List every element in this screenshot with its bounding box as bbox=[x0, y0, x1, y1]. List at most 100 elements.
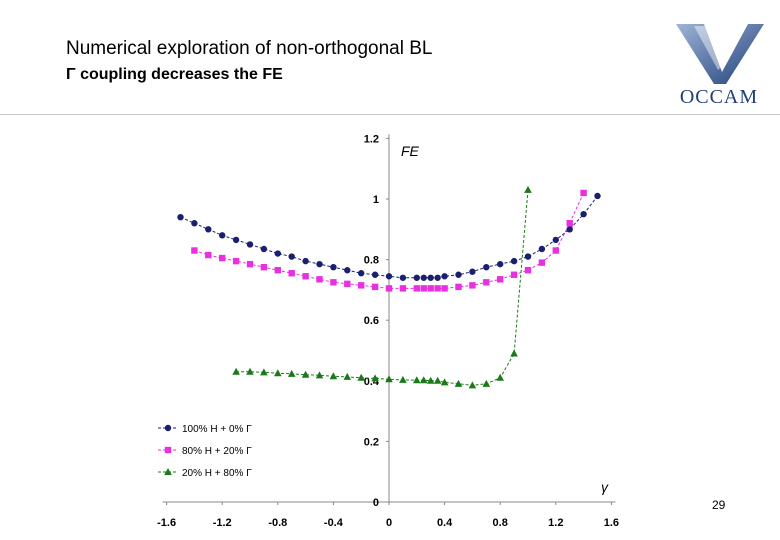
page-number: 29 bbox=[712, 498, 726, 512]
data-point-series-1 bbox=[427, 274, 434, 281]
x-tick-label: 1.6 bbox=[604, 517, 619, 529]
x-tick-label: -0.8 bbox=[268, 517, 287, 529]
data-point-series-3 bbox=[385, 375, 393, 383]
legend-marker-1 bbox=[164, 424, 172, 432]
x-tick-label: -1.2 bbox=[213, 517, 232, 529]
data-point-series-1 bbox=[371, 271, 379, 278]
data-point-series-3 bbox=[496, 373, 504, 381]
data-point-series-1 bbox=[385, 273, 393, 280]
y-tick-label: 0 bbox=[373, 497, 379, 509]
data-point-series-1 bbox=[232, 236, 240, 244]
data-point-series-1 bbox=[538, 245, 546, 253]
data-point-series-3 bbox=[246, 367, 254, 375]
data-point-series-2 bbox=[538, 259, 546, 266]
data-point-series-2 bbox=[371, 283, 379, 291]
data-point-series-3 bbox=[274, 369, 282, 377]
data-point-series-1 bbox=[316, 260, 323, 268]
data-point-series-1 bbox=[344, 267, 351, 274]
data-point-series-2 bbox=[566, 220, 573, 227]
data-point-series-2 bbox=[219, 254, 226, 262]
data-point-series-3 bbox=[343, 372, 352, 380]
data-point-series-2 bbox=[302, 273, 309, 280]
data-point-series-2 bbox=[330, 279, 337, 286]
data-point-series-1 bbox=[441, 273, 448, 280]
data-point-series-2 bbox=[274, 267, 281, 274]
y-tick-label: 1 bbox=[373, 194, 379, 206]
data-point-series-1 bbox=[434, 274, 441, 281]
legend-marker-3 bbox=[164, 468, 172, 475]
data-point-series-2 bbox=[427, 285, 434, 292]
data-point-series-1 bbox=[274, 250, 281, 257]
data-point-series-2 bbox=[469, 282, 476, 289]
data-point-series-1 bbox=[413, 274, 420, 281]
data-point-series-2 bbox=[552, 247, 559, 254]
data-point-series-3 bbox=[524, 185, 532, 193]
data-point-series-1 bbox=[455, 271, 462, 278]
data-point-series-1 bbox=[580, 210, 587, 218]
data-point-series-2 bbox=[246, 260, 254, 268]
data-point-series-1 bbox=[330, 263, 337, 271]
data-point-series-2 bbox=[434, 285, 441, 292]
data-point-series-1 bbox=[246, 241, 254, 248]
data-point-series-1 bbox=[594, 192, 601, 200]
data-point-series-3 bbox=[260, 368, 268, 376]
data-point-series-3 bbox=[468, 381, 477, 389]
data-point-series-2 bbox=[483, 279, 490, 286]
data-point-series-2 bbox=[420, 285, 427, 292]
data-point-series-2 bbox=[413, 285, 420, 292]
y-axis-label: FE bbox=[401, 143, 420, 159]
data-point-series-3 bbox=[413, 376, 421, 384]
header-divider bbox=[0, 114, 780, 115]
slide-title: Numerical exploration of non-orthogonal … bbox=[66, 38, 433, 59]
data-point-series-1 bbox=[420, 274, 427, 281]
data-point-series-1 bbox=[469, 268, 476, 275]
data-point-series-2 bbox=[288, 270, 295, 277]
data-point-series-1 bbox=[177, 213, 184, 221]
x-tick-label: 0.4 bbox=[437, 517, 453, 529]
data-point-series-3 bbox=[287, 369, 296, 377]
data-point-series-2 bbox=[358, 282, 365, 289]
x-axis-label: γ bbox=[601, 479, 609, 495]
x-tick-label: 0 bbox=[386, 517, 392, 529]
data-point-series-3 bbox=[315, 371, 324, 379]
x-tick-label: 1.2 bbox=[548, 517, 563, 529]
data-point-series-1 bbox=[358, 270, 365, 277]
occam-logo-v-icon bbox=[676, 24, 764, 84]
data-point-series-1 bbox=[219, 232, 226, 239]
data-point-series-3 bbox=[301, 370, 310, 378]
data-point-series-3 bbox=[371, 374, 379, 382]
data-point-series-1 bbox=[399, 274, 407, 281]
data-point-series-1 bbox=[524, 253, 532, 260]
data-point-series-3 bbox=[510, 349, 518, 357]
data-point-series-2 bbox=[441, 285, 448, 292]
legend-marker-2 bbox=[164, 446, 172, 454]
data-point-series-2 bbox=[205, 251, 212, 259]
data-point-series-3 bbox=[419, 376, 428, 384]
data-point-series-1 bbox=[483, 263, 490, 271]
y-tick-label: 0.8 bbox=[364, 255, 379, 267]
data-point-series-1 bbox=[191, 220, 198, 227]
data-point-series-3 bbox=[399, 375, 407, 383]
data-point-series-3 bbox=[357, 373, 365, 381]
data-point-series-2 bbox=[510, 271, 518, 278]
y-tick-label: 0.6 bbox=[364, 315, 379, 327]
y-tick-label: 0.2 bbox=[364, 436, 379, 448]
data-point-series-3 bbox=[426, 376, 435, 384]
legend-label-3: 20% H + 80% Γ bbox=[182, 468, 252, 479]
series-line-3 bbox=[236, 189, 529, 386]
x-tick-label: -1.6 bbox=[157, 517, 176, 529]
data-point-series-2 bbox=[232, 257, 240, 265]
data-point-series-1 bbox=[302, 257, 309, 265]
data-point-series-1 bbox=[260, 245, 268, 253]
data-point-series-2 bbox=[580, 189, 587, 197]
data-point-series-1 bbox=[510, 257, 518, 265]
data-point-series-3 bbox=[329, 372, 338, 380]
data-point-series-2 bbox=[455, 283, 462, 291]
legend-label-2: 80% H + 20% Γ bbox=[182, 446, 252, 457]
data-point-series-2 bbox=[399, 285, 407, 292]
data-point-series-2 bbox=[524, 267, 532, 274]
data-point-series-3 bbox=[232, 367, 240, 375]
data-point-series-2 bbox=[260, 263, 268, 271]
data-point-series-1 bbox=[566, 226, 573, 233]
